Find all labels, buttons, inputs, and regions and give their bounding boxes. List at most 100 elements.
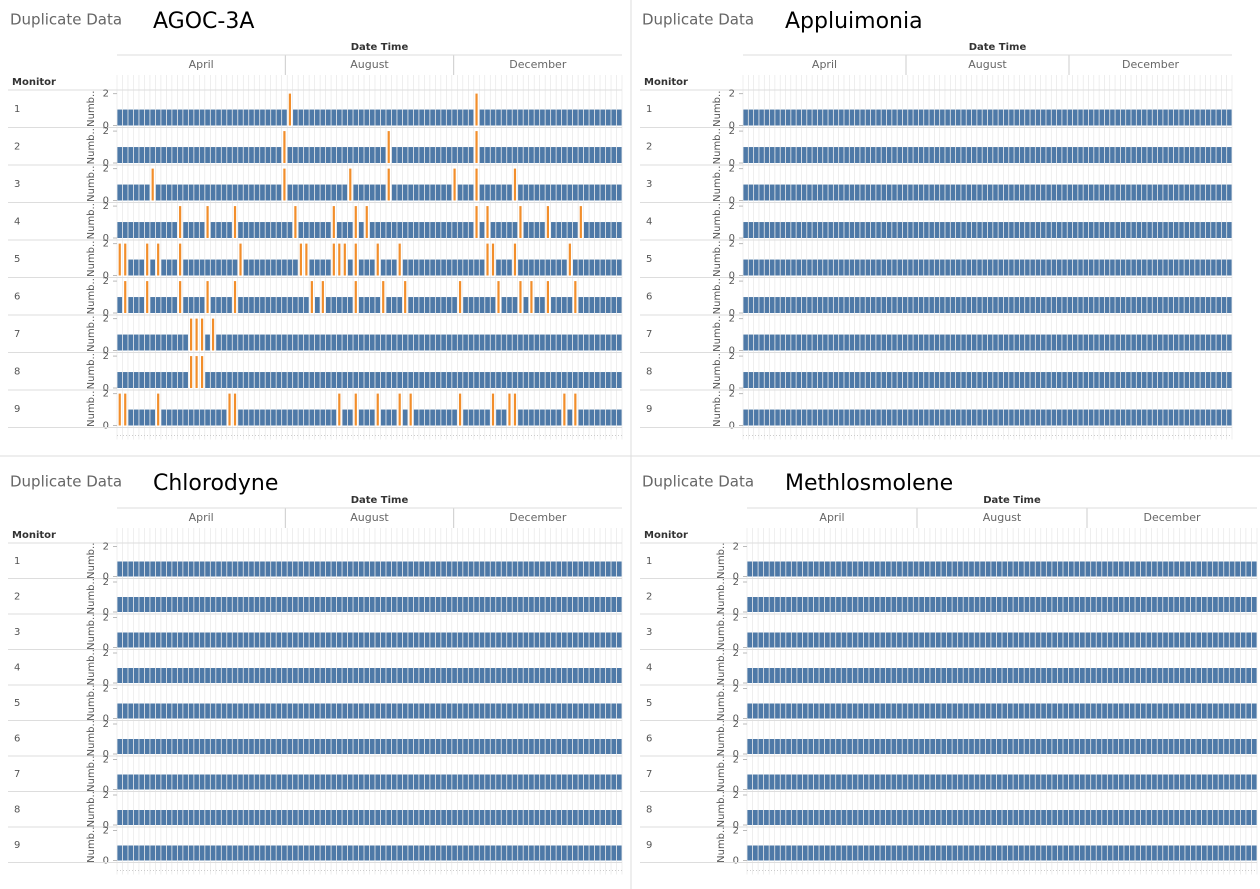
bar (386, 632, 392, 648)
bar (479, 147, 485, 163)
bar (562, 561, 567, 577)
bar (743, 409, 748, 426)
bar (133, 109, 139, 126)
bar (1063, 739, 1069, 754)
bar (507, 222, 512, 238)
bar (1218, 845, 1224, 861)
bar (325, 184, 331, 201)
bar (446, 597, 452, 612)
bar (386, 774, 392, 790)
bar (265, 409, 271, 426)
bar (987, 334, 993, 351)
bar (540, 810, 545, 825)
bar (1062, 184, 1067, 201)
bar (1140, 810, 1146, 825)
bar (865, 334, 871, 351)
bar (512, 668, 518, 683)
bar (276, 297, 282, 313)
bar (369, 739, 375, 754)
bar (974, 739, 980, 754)
y-tick-label: 2 (103, 164, 109, 175)
bar (769, 147, 775, 163)
bar (271, 409, 276, 426)
bar (996, 774, 1002, 790)
bar (858, 561, 864, 577)
bar (304, 739, 309, 754)
panel-subtitle: Chlorodyne (153, 471, 278, 496)
bar (1126, 409, 1131, 426)
bar (183, 810, 188, 825)
bar (435, 739, 441, 754)
bar (985, 845, 991, 861)
bar (808, 668, 814, 683)
bar (819, 632, 825, 648)
bar (841, 597, 847, 612)
bar (1030, 597, 1035, 612)
bar (752, 668, 758, 683)
bar (166, 668, 172, 683)
bar (562, 774, 567, 790)
bar (485, 561, 490, 577)
bar (1035, 147, 1041, 163)
bar (913, 810, 919, 825)
bar (468, 222, 474, 238)
bar (897, 668, 902, 683)
bar (1157, 810, 1163, 825)
bar (457, 147, 463, 163)
bar (155, 372, 161, 388)
bar (974, 561, 980, 577)
row-header: Monitor (644, 77, 688, 88)
bar (238, 109, 243, 126)
bar (387, 131, 390, 163)
bar (1046, 632, 1052, 648)
bar (332, 243, 335, 276)
bar (150, 561, 156, 577)
bar (1118, 668, 1124, 683)
bar (287, 668, 293, 683)
bar (825, 632, 830, 648)
bar (1113, 739, 1119, 754)
bar (320, 147, 326, 163)
bar (897, 334, 903, 351)
bar (325, 409, 331, 426)
bar (331, 632, 337, 648)
bar (457, 632, 463, 648)
bar (902, 147, 908, 163)
y-tick-label: 2 (103, 755, 109, 766)
bar (971, 259, 977, 276)
bar (780, 774, 786, 790)
bar (490, 334, 496, 351)
bar (1195, 297, 1200, 313)
bar (971, 409, 977, 426)
bar (748, 184, 754, 201)
bar (1025, 409, 1030, 426)
bar (1163, 739, 1168, 754)
bar (1205, 372, 1211, 388)
bar (1120, 409, 1126, 426)
monitor-label: 2 (14, 591, 20, 602)
bar (529, 845, 534, 861)
bar (940, 259, 945, 276)
bar (1019, 109, 1025, 126)
bar (1083, 147, 1089, 163)
bar (808, 703, 814, 719)
bar (391, 184, 397, 201)
bar (1142, 109, 1147, 126)
bar (1035, 372, 1041, 388)
bar (1094, 109, 1099, 126)
bar (507, 845, 512, 861)
bar (216, 632, 221, 648)
bar (155, 297, 161, 313)
bar (287, 632, 293, 648)
bar (369, 845, 375, 861)
bar (227, 259, 232, 276)
bar (139, 739, 145, 754)
bar (1107, 597, 1113, 612)
bar (375, 810, 381, 825)
bar (1052, 561, 1058, 577)
bar (336, 597, 342, 612)
bar (785, 334, 791, 351)
bar (523, 372, 529, 388)
bar (376, 393, 379, 426)
bar (1041, 184, 1046, 201)
